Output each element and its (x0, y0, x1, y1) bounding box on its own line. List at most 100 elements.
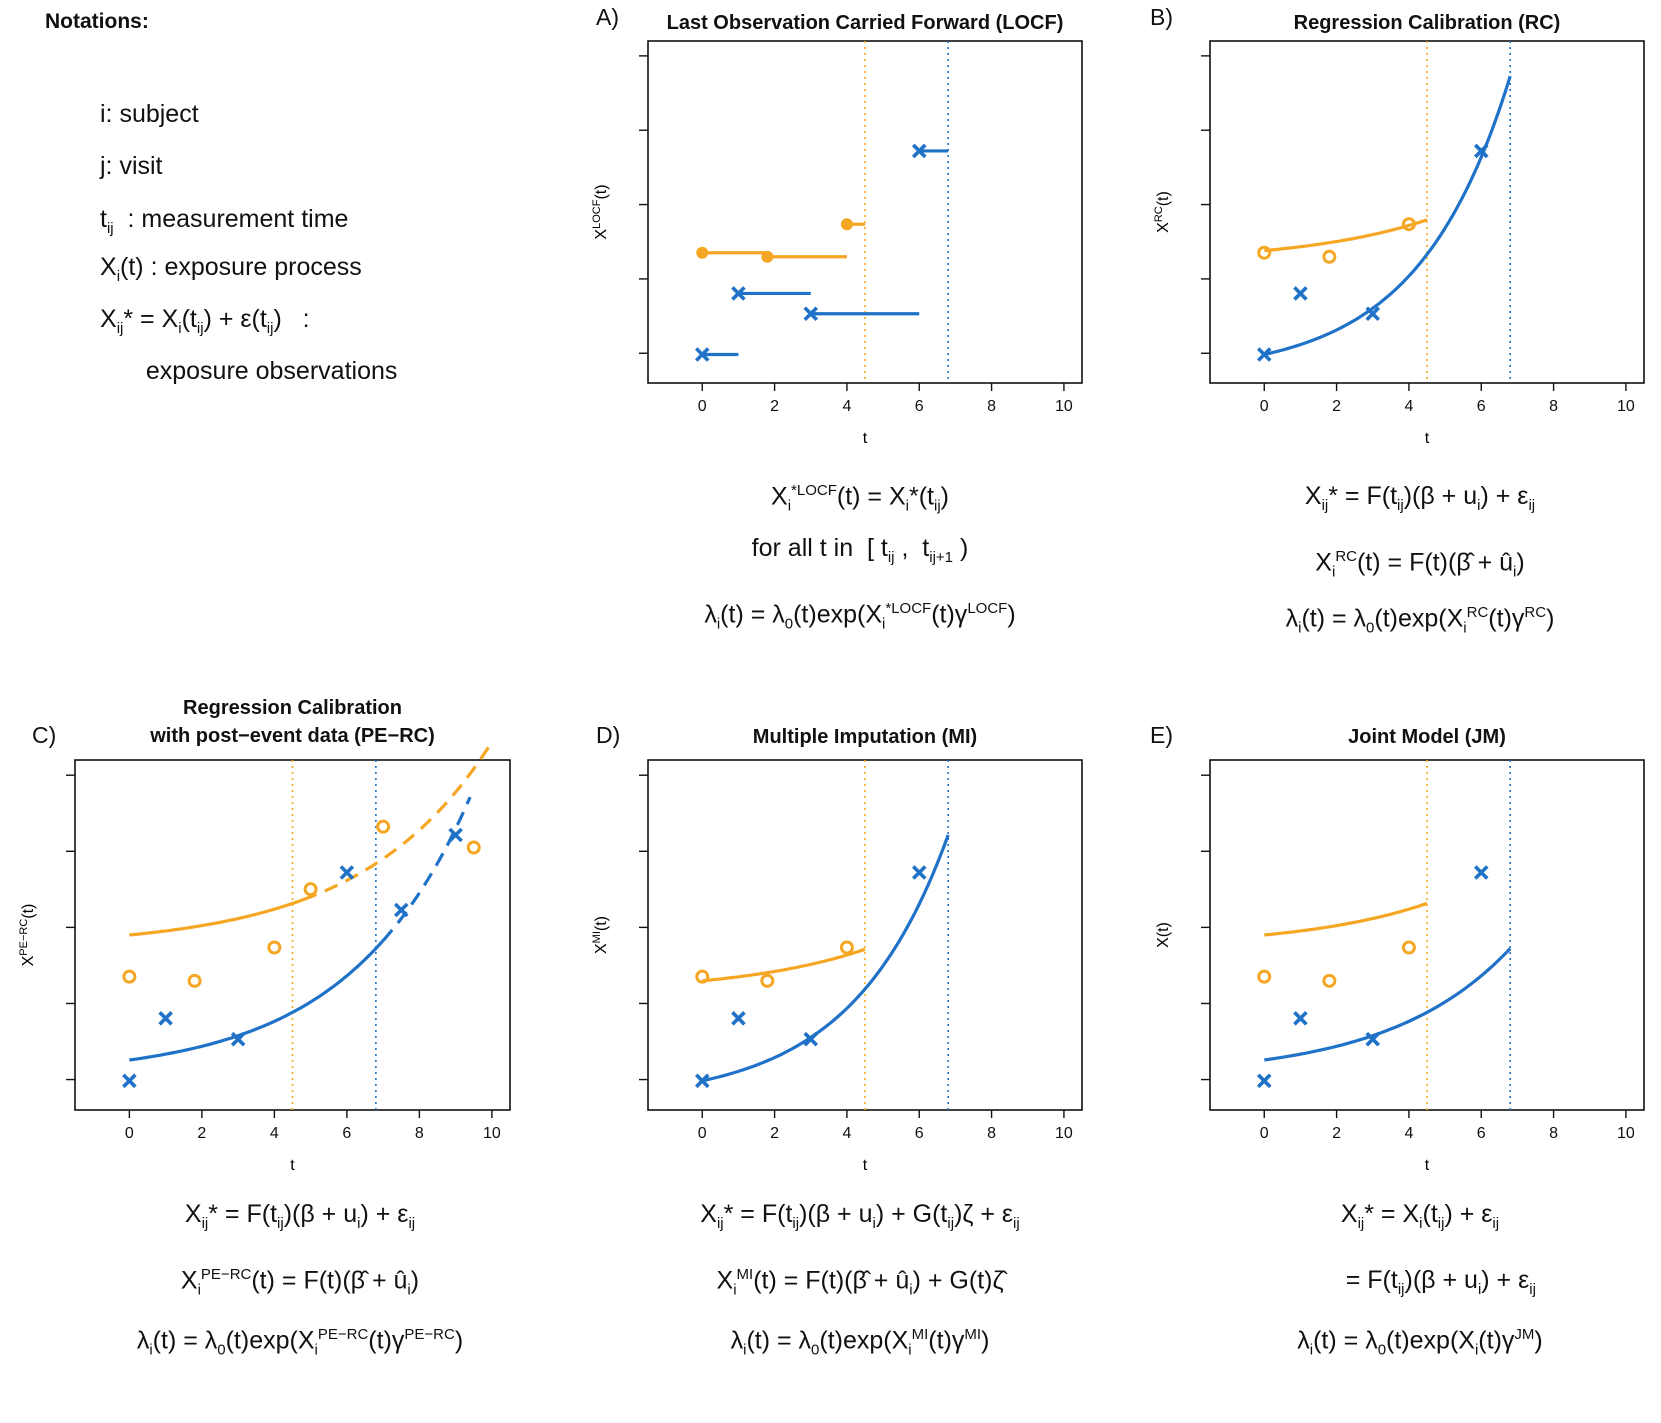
plot-frame (1209, 40, 1645, 384)
data-point (1401, 217, 1416, 232)
fit-curve (129, 939, 385, 1062)
x-axis-label: t (1425, 1157, 1430, 1174)
data-point-stroke (158, 1011, 173, 1026)
x-tick-label: 0 (698, 1125, 707, 1142)
data-point (1322, 249, 1337, 264)
data-point (695, 969, 710, 984)
data-point (911, 143, 927, 159)
data-point-stroke (1256, 1073, 1272, 1089)
fit-curve (1264, 947, 1512, 1062)
data-point-stroke (1256, 347, 1272, 362)
x-tick-label: 4 (1404, 1125, 1413, 1142)
data-point-stroke (1365, 1031, 1381, 1047)
data-point (839, 940, 854, 955)
data-point-stroke (694, 347, 710, 362)
formula-b-3: λi(t) = λ0(t)exp(XiRC(t)γRC) (1285, 604, 1555, 637)
data-point (230, 1031, 246, 1047)
x-tick-label: 4 (1404, 398, 1413, 415)
plot-frame (647, 759, 1083, 1111)
formula-c-2: XiPE−RC(t) = F(t)(β̂ + ûi) (180, 1266, 420, 1299)
data-point (840, 218, 853, 231)
data-point-stroke (694, 1073, 710, 1089)
data-point (803, 1031, 819, 1047)
x-tick-label: 2 (770, 398, 779, 415)
formula-c-3: λi(t) = λ0(t)exp(XiPE−RC(t)γPE−RC) (136, 1326, 464, 1359)
x-tick-label: 8 (987, 398, 996, 415)
data-point-stroke (1293, 286, 1308, 301)
notations-title: Notations: (45, 10, 149, 33)
panel-letter: C) (32, 722, 57, 748)
fit-curve (1263, 75, 1512, 357)
notation-line: Xi(t) : exposure process (100, 253, 362, 285)
fit-curve-extrapolated (302, 741, 494, 902)
x-tick-label: 2 (1332, 1125, 1341, 1142)
formula-a-2: for all t in [ tij , tij+1 ) (751, 534, 969, 566)
x-tick-label: 10 (1617, 1125, 1635, 1142)
data-point-stroke (1473, 143, 1489, 159)
plot-frame (647, 40, 1083, 384)
data-point (1256, 347, 1272, 362)
panel-title: Regression Calibration (183, 697, 402, 719)
data-point (267, 940, 282, 955)
data-point-stroke (1293, 1011, 1308, 1026)
formula-a-1: Xi*LOCF(t) = Xi*(tij) (771, 482, 949, 515)
data-point-stroke (803, 1031, 819, 1047)
data-point-stroke (339, 865, 355, 880)
notation-line: exposure observations (125, 357, 398, 385)
formula-d-3: λi(t) = λ0(t)exp(XiMI(t)γMI) (730, 1326, 990, 1359)
data-point-stroke (694, 1073, 710, 1089)
data-point (1293, 286, 1308, 301)
panel-title: Last Observation Carried Forward (LOCF) (666, 12, 1064, 34)
panel-title: Joint Model (JM) (1348, 726, 1506, 748)
x-tick-label: 0 (125, 1125, 134, 1142)
notation-line: tij : measurement time (100, 205, 349, 237)
data-point-stroke (1365, 306, 1381, 322)
data-point-stroke (694, 347, 710, 362)
fit-curve (1264, 218, 1428, 253)
x-tick-label: 6 (1477, 1125, 1486, 1142)
data-point-stroke (448, 827, 463, 843)
data-point (694, 347, 710, 362)
x-axis-label: t (863, 1157, 868, 1174)
x-tick-label: 6 (342, 1125, 351, 1142)
x-tick-label: 10 (1055, 1125, 1073, 1142)
panel-letter: D) (596, 722, 621, 748)
data-point (466, 840, 481, 855)
fit-curve-extrapolated (381, 796, 472, 942)
panel-title-line2: with post−event data (PE−RC) (150, 725, 435, 747)
y-axis-label: XRC(t) (1153, 191, 1172, 233)
formula-c-1: Xij* = F(tij)(β + ui) + εij (184, 1200, 416, 1232)
data-point (122, 1073, 137, 1089)
data-point (1256, 1073, 1272, 1089)
data-point-stroke (911, 143, 927, 159)
data-point (339, 865, 355, 880)
formula-e-1: Xij* = Xi(tij) + εij (1340, 1200, 1500, 1232)
data-point-stroke (122, 1073, 137, 1089)
data-point (1322, 973, 1337, 988)
data-point-stroke (1256, 347, 1272, 362)
panel-title: Multiple Imputation (MI) (752, 726, 978, 748)
formula-d-2: XiMI(t) = F(t)(β̂ + ûi) + G(t)ζ̂ (716, 1266, 1004, 1299)
plot-frame (1209, 759, 1645, 1111)
formula-e-3: λi(t) = λ0(t)exp(Xi(t)γJM) (1297, 1326, 1543, 1359)
x-tick-label: 2 (1332, 398, 1341, 415)
data-point (696, 246, 709, 259)
data-point (1293, 1011, 1308, 1026)
x-tick-label: 10 (1055, 398, 1073, 415)
panel-letter: E) (1150, 722, 1173, 748)
x-tick-label: 6 (1477, 398, 1486, 415)
x-tick-label: 6 (915, 1125, 924, 1142)
x-tick-label: 8 (415, 1125, 424, 1142)
formula-b-2: XiRC(t) = F(t)(β̂ + ûi) (1315, 548, 1525, 581)
fit-curve (129, 898, 304, 937)
data-point-stroke (1256, 1073, 1272, 1089)
data-point-stroke (803, 306, 819, 322)
data-point-stroke (911, 143, 927, 159)
data-point (376, 819, 391, 834)
x-tick-label: 2 (197, 1125, 206, 1142)
x-tick-label: 8 (1549, 1125, 1558, 1142)
data-point-stroke (1473, 865, 1489, 880)
data-point (694, 1073, 710, 1089)
data-point-stroke (393, 902, 409, 918)
data-point-stroke (911, 865, 927, 880)
